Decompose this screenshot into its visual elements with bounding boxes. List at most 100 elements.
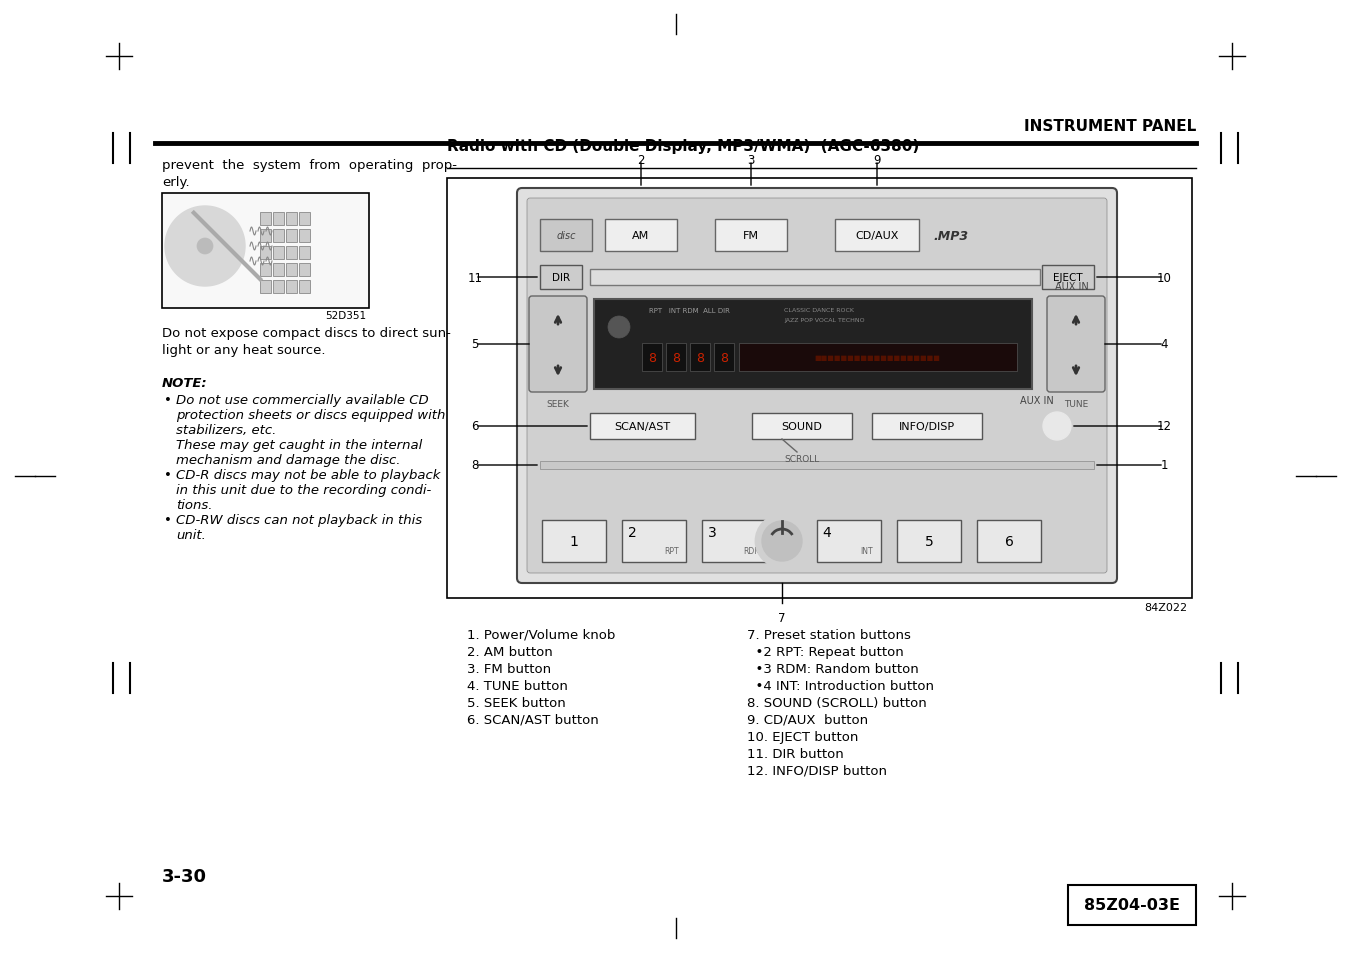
Text: 8: 8 xyxy=(471,459,478,472)
Text: stabilizers, etc.: stabilizers, etc. xyxy=(176,423,277,436)
Bar xyxy=(642,344,662,372)
Text: tions.: tions. xyxy=(176,498,212,512)
Bar xyxy=(605,220,677,252)
Text: DIR: DIR xyxy=(553,273,570,283)
Text: 5: 5 xyxy=(924,535,934,548)
Text: 10: 10 xyxy=(1156,272,1171,284)
Bar xyxy=(871,414,982,439)
Text: 1: 1 xyxy=(570,535,578,548)
Text: 3. FM button: 3. FM button xyxy=(467,662,551,676)
Bar xyxy=(621,520,686,562)
Text: CD-RW discs can not playback in this: CD-RW discs can not playback in this xyxy=(176,514,422,526)
Text: RDM: RDM xyxy=(743,546,761,555)
Bar xyxy=(259,213,272,226)
Text: SCROLL: SCROLL xyxy=(785,455,820,463)
Text: 85Z04-03E: 85Z04-03E xyxy=(1084,898,1179,913)
Text: NOTE:: NOTE: xyxy=(162,376,208,390)
Text: INSTRUMENT PANEL: INSTRUMENT PANEL xyxy=(1024,119,1196,133)
Text: unit.: unit. xyxy=(176,529,205,541)
FancyBboxPatch shape xyxy=(527,199,1106,574)
Text: CD-R discs may not be able to playback: CD-R discs may not be able to playback xyxy=(176,469,440,481)
Text: 8: 8 xyxy=(671,351,680,364)
Bar xyxy=(286,230,297,243)
Text: TUNE: TUNE xyxy=(1063,399,1088,409)
Text: 8: 8 xyxy=(648,351,657,364)
Bar xyxy=(299,213,309,226)
Bar xyxy=(273,264,284,276)
Bar xyxy=(817,520,881,562)
Text: 12. INFO/DISP button: 12. INFO/DISP button xyxy=(747,764,888,778)
Text: 5: 5 xyxy=(471,338,478,351)
Text: Do not expose compact discs to direct sun-: Do not expose compact discs to direct su… xyxy=(162,327,451,339)
Bar xyxy=(713,344,734,372)
Circle shape xyxy=(197,239,213,254)
Text: INT: INT xyxy=(861,546,873,555)
Text: INFO/DISP: INFO/DISP xyxy=(898,421,955,432)
Bar xyxy=(590,414,694,439)
Text: 2: 2 xyxy=(628,525,636,539)
Text: 84Z022: 84Z022 xyxy=(1144,602,1188,613)
Text: light or any heat source.: light or any heat source. xyxy=(162,344,326,356)
Text: CLASSIC DANCE ROCK: CLASSIC DANCE ROCK xyxy=(784,308,854,313)
Text: Radio with CD (Double Display, MP3/WMA)  (AGC-6380): Radio with CD (Double Display, MP3/WMA) … xyxy=(447,139,919,153)
Text: FM: FM xyxy=(743,231,759,241)
Text: 8. SOUND (SCROLL) button: 8. SOUND (SCROLL) button xyxy=(747,697,927,709)
Text: 11: 11 xyxy=(467,272,482,284)
Bar xyxy=(715,220,788,252)
Bar xyxy=(542,520,607,562)
Text: AM: AM xyxy=(632,231,650,241)
Text: SEEK: SEEK xyxy=(547,399,569,409)
Bar xyxy=(299,247,309,260)
Bar xyxy=(286,247,297,260)
Text: JAZZ POP VOCAL TECHNO: JAZZ POP VOCAL TECHNO xyxy=(784,317,865,323)
Bar xyxy=(897,520,961,562)
Bar xyxy=(299,281,309,294)
Text: SOUND: SOUND xyxy=(782,421,823,432)
Text: 6. SCAN/AST button: 6. SCAN/AST button xyxy=(467,713,598,726)
Bar xyxy=(594,299,1032,390)
Bar xyxy=(590,270,1040,286)
Text: 3: 3 xyxy=(747,154,755,168)
Text: EJECT: EJECT xyxy=(1054,273,1082,283)
Text: 4: 4 xyxy=(823,525,831,539)
Bar xyxy=(286,281,297,294)
Text: .MP3: .MP3 xyxy=(934,230,969,242)
Bar xyxy=(286,213,297,226)
Text: 2. AM button: 2. AM button xyxy=(467,645,553,659)
Bar xyxy=(739,344,1017,372)
Bar xyxy=(299,264,309,276)
Bar xyxy=(835,220,919,252)
Text: prevent  the  system  from  operating  prop-: prevent the system from operating prop- xyxy=(162,159,457,172)
Bar xyxy=(703,520,766,562)
Text: 10. EJECT button: 10. EJECT button xyxy=(747,730,858,743)
Text: 2: 2 xyxy=(638,154,644,168)
Bar xyxy=(259,230,272,243)
Text: 3-30: 3-30 xyxy=(162,867,207,885)
Circle shape xyxy=(762,521,802,561)
Text: 1: 1 xyxy=(1161,459,1167,472)
Text: 12: 12 xyxy=(1156,420,1171,433)
FancyBboxPatch shape xyxy=(530,296,586,393)
Bar xyxy=(273,247,284,260)
Text: 8: 8 xyxy=(720,351,728,364)
Text: •4 INT: Introduction button: •4 INT: Introduction button xyxy=(747,679,934,692)
Text: protection sheets or discs equipped with: protection sheets or discs equipped with xyxy=(176,409,446,421)
Text: 5. SEEK button: 5. SEEK button xyxy=(467,697,566,709)
Bar xyxy=(977,520,1042,562)
Circle shape xyxy=(608,316,630,338)
Text: CD/AUX: CD/AUX xyxy=(855,231,898,241)
Text: RPT   INT RDM  ALL DIR: RPT INT RDM ALL DIR xyxy=(648,308,730,314)
Bar xyxy=(753,414,852,439)
Bar xyxy=(447,179,1192,598)
Text: erly.: erly. xyxy=(162,175,189,189)
Text: 6: 6 xyxy=(1005,535,1013,548)
Text: ■■■■■■■■■■■■■■■■■■■: ■■■■■■■■■■■■■■■■■■■ xyxy=(815,355,940,360)
Text: 9: 9 xyxy=(873,154,881,168)
FancyBboxPatch shape xyxy=(517,189,1117,583)
Text: 1. Power/Volume knob: 1. Power/Volume knob xyxy=(467,628,615,641)
Text: AUX IN: AUX IN xyxy=(1055,282,1089,292)
Bar xyxy=(1069,885,1196,925)
Bar xyxy=(259,247,272,260)
Text: 3: 3 xyxy=(708,525,716,539)
Text: 8: 8 xyxy=(696,351,704,364)
